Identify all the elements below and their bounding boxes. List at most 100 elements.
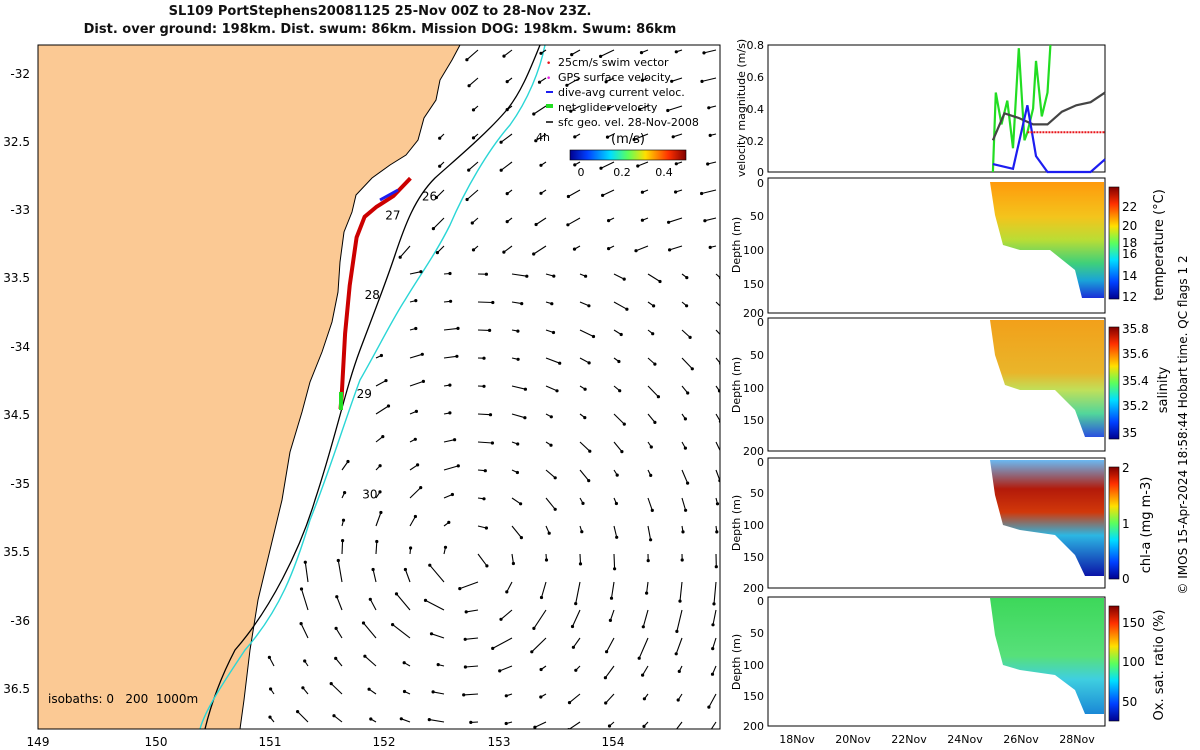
current-vector-head bbox=[558, 361, 562, 365]
current-vector bbox=[500, 133, 513, 143]
temp-cbar-12: 12 bbox=[1122, 290, 1137, 304]
current-vector-head bbox=[539, 595, 544, 600]
current-vector-head bbox=[642, 697, 647, 701]
current-vector bbox=[667, 105, 683, 112]
chl-cbar-0: 0 bbox=[1122, 572, 1130, 586]
current-vector bbox=[443, 355, 457, 359]
current-vector-head bbox=[484, 526, 488, 530]
current-vector-head bbox=[569, 109, 573, 113]
oxygen-section bbox=[990, 598, 1104, 714]
current-vector bbox=[602, 189, 615, 196]
current-vector-head bbox=[450, 492, 454, 497]
chl-cbar-1: 1 bbox=[1122, 517, 1130, 531]
vel-ytick-08: 0.8 bbox=[747, 39, 765, 52]
current-vector-head bbox=[269, 687, 273, 691]
current-vector bbox=[436, 189, 445, 198]
current-vector-head bbox=[523, 416, 527, 420]
current-vector-head bbox=[674, 162, 678, 166]
current-vector bbox=[459, 581, 479, 590]
current-vector-head bbox=[608, 618, 613, 623]
chart-title-line2: Dist. over ground: 198km. Dist. swum: 86… bbox=[83, 22, 677, 37]
current-vector-head bbox=[605, 135, 610, 139]
date-xtick-28nov: 28Nov bbox=[1059, 733, 1095, 746]
current-vector bbox=[703, 49, 717, 54]
current-vector-head bbox=[420, 352, 424, 356]
velocity-series-2 bbox=[992, 105, 1106, 174]
current-vector bbox=[566, 77, 581, 86]
current-vector bbox=[579, 469, 590, 481]
sal-cbar-35: 35 bbox=[1122, 426, 1137, 440]
current-vector bbox=[466, 189, 479, 200]
current-vector-head bbox=[428, 563, 432, 567]
sal-ylabel: Depth (m) bbox=[730, 357, 743, 413]
current-vector bbox=[647, 413, 656, 423]
current-vector-head bbox=[638, 107, 642, 111]
current-vector bbox=[500, 161, 513, 171]
current-vector-head bbox=[502, 54, 506, 58]
map-colorbar-tick-02: 0.2 bbox=[613, 166, 631, 179]
current-vector-head bbox=[544, 558, 549, 562]
current-vector-head bbox=[553, 476, 557, 480]
velocity-ylabel: velocity magnitude (m/s) bbox=[735, 39, 748, 177]
current-vector-head bbox=[567, 701, 572, 705]
current-vector bbox=[333, 715, 343, 723]
current-vector-head bbox=[573, 135, 577, 139]
current-vector bbox=[425, 599, 445, 611]
current-vector bbox=[375, 405, 389, 415]
current-vector-head bbox=[332, 714, 336, 718]
sal-ytick-200: 200 bbox=[743, 445, 764, 458]
current-vector-head bbox=[688, 335, 692, 339]
map-ytick-9: -36 bbox=[10, 614, 30, 628]
current-vector-head bbox=[504, 694, 508, 698]
current-vector-head bbox=[555, 389, 559, 393]
chl-cbar-2: 2 bbox=[1122, 461, 1130, 475]
current-vector-head bbox=[409, 546, 413, 550]
isobath-caption: isobaths: 0 200 1000m bbox=[48, 692, 198, 706]
current-vector-head bbox=[458, 587, 462, 591]
ox-ytick-200: 200 bbox=[743, 720, 764, 733]
current-vector bbox=[433, 217, 445, 229]
current-vector bbox=[638, 637, 649, 659]
legend-label-sfc: sfc geo. vel. 28-Nov-2008 bbox=[558, 116, 699, 129]
legend-label-net: net glider velocity bbox=[558, 101, 658, 114]
map-xtick-150: 150 bbox=[145, 735, 168, 749]
current-vector bbox=[341, 461, 349, 471]
current-vector bbox=[511, 497, 521, 505]
current-vector-head bbox=[710, 672, 715, 676]
map-colorbar bbox=[569, 149, 687, 161]
current-vector bbox=[681, 497, 687, 511]
current-vector bbox=[708, 693, 717, 708]
current-vector-head bbox=[604, 701, 608, 705]
chla-section bbox=[990, 460, 1104, 576]
current-vector-head bbox=[677, 669, 681, 674]
current-vector-head bbox=[505, 192, 509, 196]
current-vector bbox=[477, 441, 493, 444]
current-vector bbox=[375, 512, 382, 527]
sal-ytick-0: 0 bbox=[757, 316, 764, 329]
current-vector bbox=[443, 439, 455, 443]
current-vector bbox=[404, 569, 411, 583]
current-vector-head bbox=[421, 379, 425, 383]
current-vector bbox=[568, 721, 581, 729]
current-vector-head bbox=[491, 646, 495, 651]
current-vector-head bbox=[685, 276, 689, 280]
current-vector bbox=[715, 441, 720, 452]
current-vector-head bbox=[681, 530, 685, 534]
current-vector-head bbox=[484, 272, 488, 276]
current-vector-head bbox=[341, 518, 346, 522]
current-vector bbox=[533, 105, 547, 115]
current-vector-head bbox=[708, 730, 711, 733]
current-vector-field bbox=[267, 49, 720, 733]
current-vector bbox=[635, 245, 649, 252]
current-vector bbox=[511, 385, 526, 390]
current-vector-head bbox=[429, 632, 434, 636]
current-vector-head bbox=[471, 136, 476, 140]
vel-ytick-04: 0.4 bbox=[747, 103, 765, 116]
current-vector-head bbox=[414, 299, 418, 303]
current-vector-head bbox=[532, 252, 536, 256]
current-vector-head bbox=[471, 248, 476, 252]
current-vector-head bbox=[515, 470, 520, 475]
current-vector-head bbox=[505, 590, 509, 594]
current-vector-head bbox=[617, 359, 621, 364]
current-vector-head bbox=[519, 536, 524, 540]
